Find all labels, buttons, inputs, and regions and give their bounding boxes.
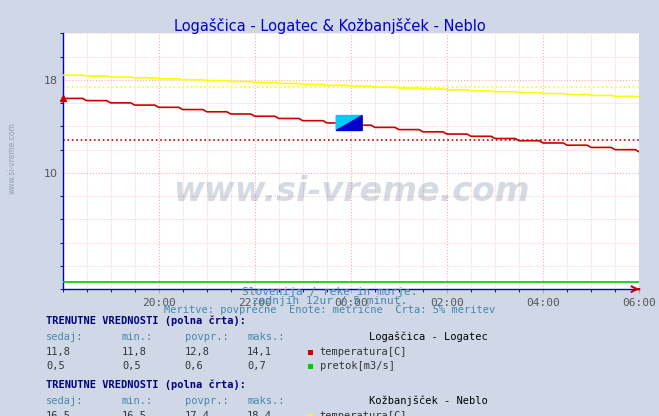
Text: Kožbanjšček - Neblo: Kožbanjšček - Neblo bbox=[369, 396, 488, 406]
Text: min.:: min.: bbox=[122, 396, 153, 406]
Text: temperatura[C]: temperatura[C] bbox=[320, 411, 407, 416]
Text: min.:: min.: bbox=[122, 332, 153, 342]
Text: 0,6: 0,6 bbox=[185, 362, 203, 371]
Text: 0,5: 0,5 bbox=[122, 362, 140, 371]
Text: 17,4: 17,4 bbox=[185, 411, 210, 416]
Text: TRENUTNE VREDNOSTI (polna črta):: TRENUTNE VREDNOSTI (polna črta): bbox=[46, 379, 246, 390]
Text: TRENUTNE VREDNOSTI (polna črta):: TRENUTNE VREDNOSTI (polna črta): bbox=[46, 315, 246, 326]
Text: 12,8: 12,8 bbox=[185, 347, 210, 357]
Text: povpr.:: povpr.: bbox=[185, 396, 228, 406]
Text: 16,5: 16,5 bbox=[122, 411, 147, 416]
Text: pretok[m3/s]: pretok[m3/s] bbox=[320, 362, 395, 371]
Polygon shape bbox=[336, 116, 362, 131]
Text: sedaj:: sedaj: bbox=[46, 396, 84, 406]
Text: 14,1: 14,1 bbox=[247, 347, 272, 357]
Text: temperatura[C]: temperatura[C] bbox=[320, 347, 407, 357]
Text: maks.:: maks.: bbox=[247, 396, 285, 406]
Text: 0,5: 0,5 bbox=[46, 362, 65, 371]
Text: zadnjih 12ur / 5 minut.: zadnjih 12ur / 5 minut. bbox=[252, 296, 407, 306]
Text: povpr.:: povpr.: bbox=[185, 332, 228, 342]
Text: www.si-vreme.com: www.si-vreme.com bbox=[8, 122, 17, 194]
Text: Meritve: povprečne  Enote: metrične  Črta: 5% meritev: Meritve: povprečne Enote: metrične Črta:… bbox=[164, 303, 495, 315]
Text: www.si-vreme.com: www.si-vreme.com bbox=[173, 176, 529, 208]
Bar bbox=[336, 116, 362, 131]
Text: Logaščica - Logatec: Logaščica - Logatec bbox=[369, 332, 488, 342]
Text: 0,7: 0,7 bbox=[247, 362, 266, 371]
Text: Slovenija / reke in morje.: Slovenija / reke in morje. bbox=[242, 287, 417, 297]
Text: maks.:: maks.: bbox=[247, 332, 285, 342]
Text: 11,8: 11,8 bbox=[46, 347, 71, 357]
Text: 16,5: 16,5 bbox=[46, 411, 71, 416]
Polygon shape bbox=[336, 116, 362, 131]
Text: 11,8: 11,8 bbox=[122, 347, 147, 357]
Text: Logaščica - Logatec & Kožbanjšček - Neblo: Logaščica - Logatec & Kožbanjšček - Nebl… bbox=[173, 18, 486, 34]
Text: sedaj:: sedaj: bbox=[46, 332, 84, 342]
Text: 18,4: 18,4 bbox=[247, 411, 272, 416]
